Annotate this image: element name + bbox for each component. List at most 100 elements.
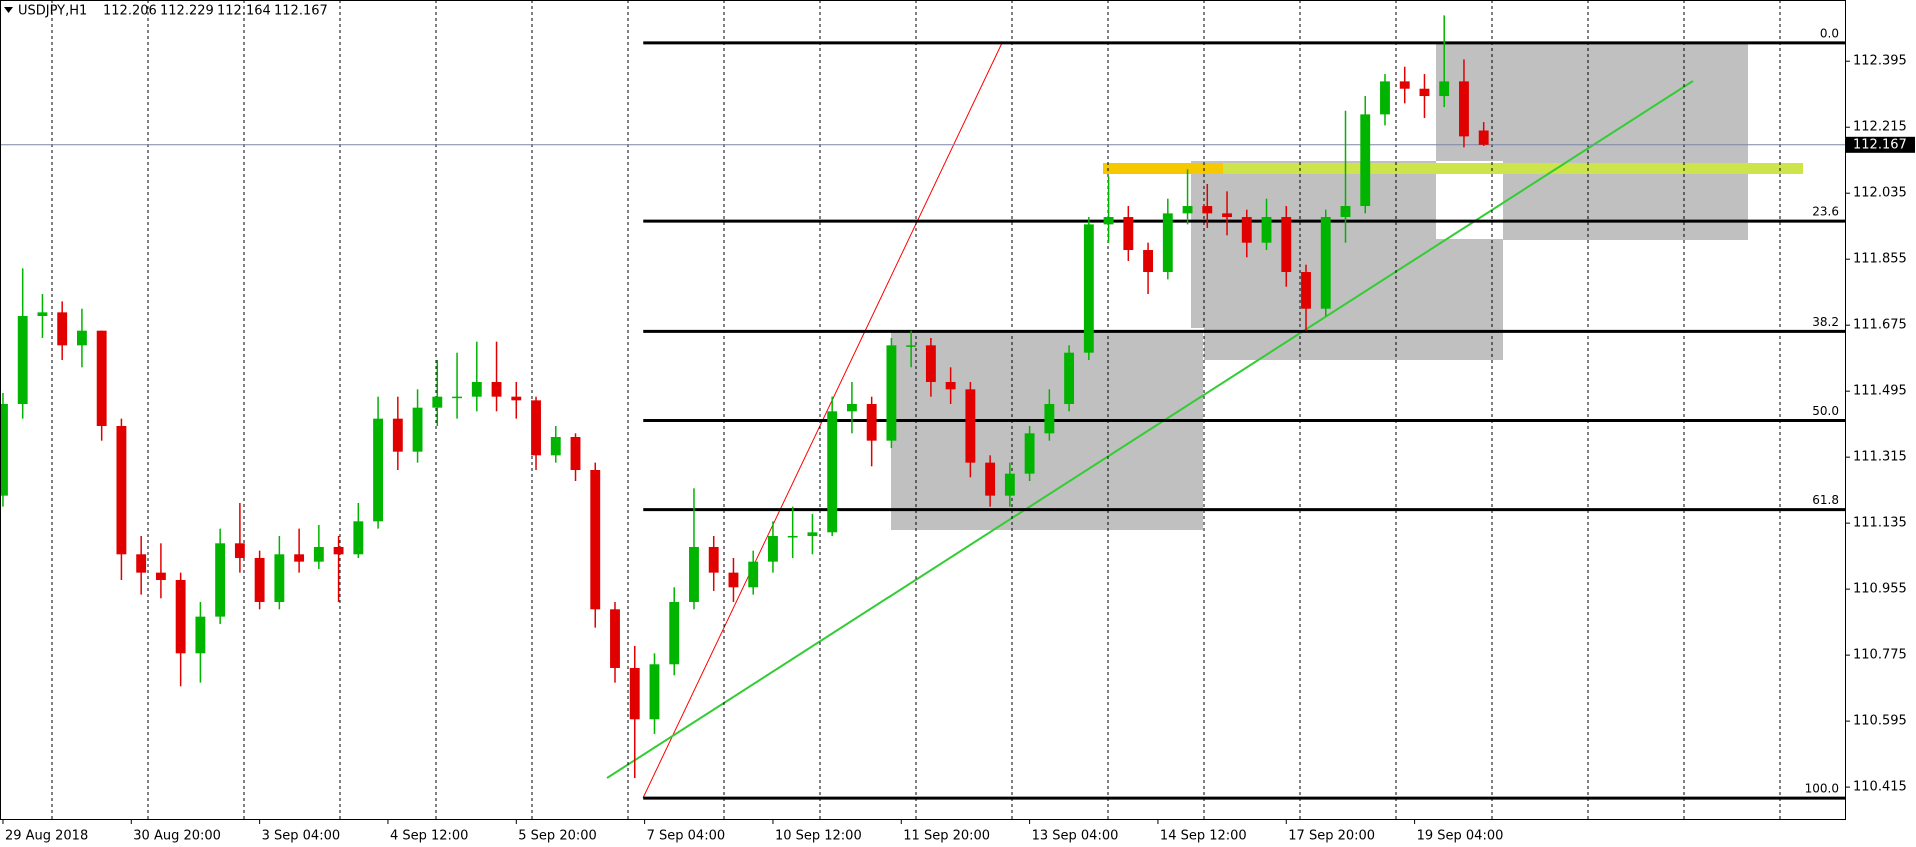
candle-body: [689, 546, 699, 602]
candle-body: [649, 664, 660, 720]
candle-body: [1004, 473, 1015, 496]
candle-body: [728, 572, 739, 588]
candle-body: [768, 535, 778, 562]
candle-body: [925, 345, 936, 383]
grid: [51, 0, 1781, 819]
fib-label: 23.6: [1812, 205, 1839, 219]
candle-body: [1123, 217, 1134, 251]
candle-body: [1103, 217, 1114, 225]
candle-body: [787, 535, 798, 538]
candle-body: [1162, 213, 1173, 273]
candle-body: [1044, 404, 1055, 434]
plot-frame: [0, 0, 1846, 820]
candle-body: [136, 554, 147, 573]
candle-body: [610, 609, 620, 668]
candle-body: [294, 554, 305, 562]
x-tick-label: 14 Sep 12:00: [1160, 829, 1247, 844]
x-tick-label: 7 Sep 04:00: [647, 829, 726, 844]
candle-body: [1380, 81, 1390, 115]
candle-body: [491, 382, 502, 397]
candle-body: [846, 404, 857, 412]
candle-body: [274, 554, 285, 602]
y-tick-label: 112.215: [1853, 120, 1907, 135]
candle-body: [531, 400, 541, 456]
y-tick-label: 112.395: [1853, 54, 1907, 69]
candle-body: [945, 382, 956, 390]
candle-body: [985, 462, 996, 496]
candle-body: [1083, 224, 1094, 353]
x-tick-label: 5 Sep 20:00: [518, 829, 597, 844]
candle-body: [76, 330, 87, 346]
candle-body: [1241, 217, 1252, 243]
x-tick-label: 17 Sep 20:00: [1288, 829, 1375, 844]
candle-body: [1281, 217, 1292, 273]
candle-body: [1064, 352, 1075, 405]
candle-body: [866, 404, 877, 441]
candle-body: [1024, 433, 1035, 474]
candle-body: [827, 411, 838, 533]
candle-body: [1439, 81, 1450, 97]
candle-body: [748, 561, 759, 588]
candle-body: [906, 345, 917, 347]
x-tick-label: 4 Sep 12:00: [390, 829, 469, 844]
x-tick-label: 13 Sep 04:00: [1032, 829, 1119, 844]
fib-label: 61.8: [1812, 493, 1839, 507]
candle-body: [234, 543, 245, 558]
menu-arrow[interactable]: [4, 7, 13, 13]
symbol: USDJPY,H1: [18, 4, 87, 19]
candle-body: [412, 407, 423, 452]
candle-body: [1143, 250, 1154, 273]
candle-body: [471, 382, 482, 397]
candle-body: [17, 316, 28, 405]
y-tick-label: 111.315: [1853, 450, 1907, 465]
candle-body: [116, 425, 127, 555]
candle-body: [1478, 130, 1489, 145]
candle-body: [175, 579, 186, 654]
candle-body: [1360, 114, 1371, 207]
x-tick-label: 11 Sep 20:00: [903, 829, 990, 844]
candle-body: [965, 389, 976, 463]
resistance-band: [1223, 163, 1803, 174]
candle-body: [886, 345, 897, 441]
fib-label: 38.2: [1812, 315, 1839, 329]
candle-body: [570, 436, 581, 470]
resistance-band: [1103, 163, 1223, 174]
y-tick-label: 111.495: [1853, 384, 1907, 399]
fib-label: 100.0: [1805, 782, 1839, 796]
y-tick-label: 110.415: [1853, 780, 1907, 795]
candle-body: [550, 436, 561, 456]
candle-body: [333, 546, 344, 555]
y-tick-label: 110.775: [1853, 648, 1907, 663]
ohlc-high: 112.229: [160, 4, 214, 19]
candle-body: [452, 396, 462, 399]
candle-body: [1320, 217, 1331, 309]
candle-body: [807, 532, 818, 536]
candle-body: [1182, 206, 1193, 214]
candle-body: [57, 312, 68, 346]
candle-body: [392, 418, 403, 452]
y-tick-label: 110.955: [1853, 582, 1907, 597]
candle-body: [96, 330, 107, 426]
x-tick-label: 19 Sep 04:00: [1417, 829, 1504, 844]
candle-body: [313, 546, 324, 562]
candle-body: [1261, 217, 1272, 243]
candle-body: [1459, 81, 1469, 137]
x-tick-label: 29 Aug 2018: [5, 829, 88, 844]
candle-body: [432, 396, 443, 408]
candle-body: [373, 418, 384, 522]
candle-body: [254, 557, 265, 602]
candle-body: [0, 404, 8, 496]
candle-body: [669, 601, 680, 665]
candle-body: [353, 521, 364, 555]
candle-body: [1340, 206, 1351, 218]
bid-label-bg: [1846, 136, 1915, 153]
y-tick-label: 112.035: [1853, 186, 1907, 201]
candle-body: [590, 469, 601, 610]
trend-line: [606, 80, 1694, 779]
candle-body: [1419, 88, 1430, 97]
x-tick-label: 3 Sep 04:00: [262, 829, 341, 844]
candle-body: [1202, 206, 1213, 214]
bid-label: 112.167: [1853, 137, 1907, 152]
